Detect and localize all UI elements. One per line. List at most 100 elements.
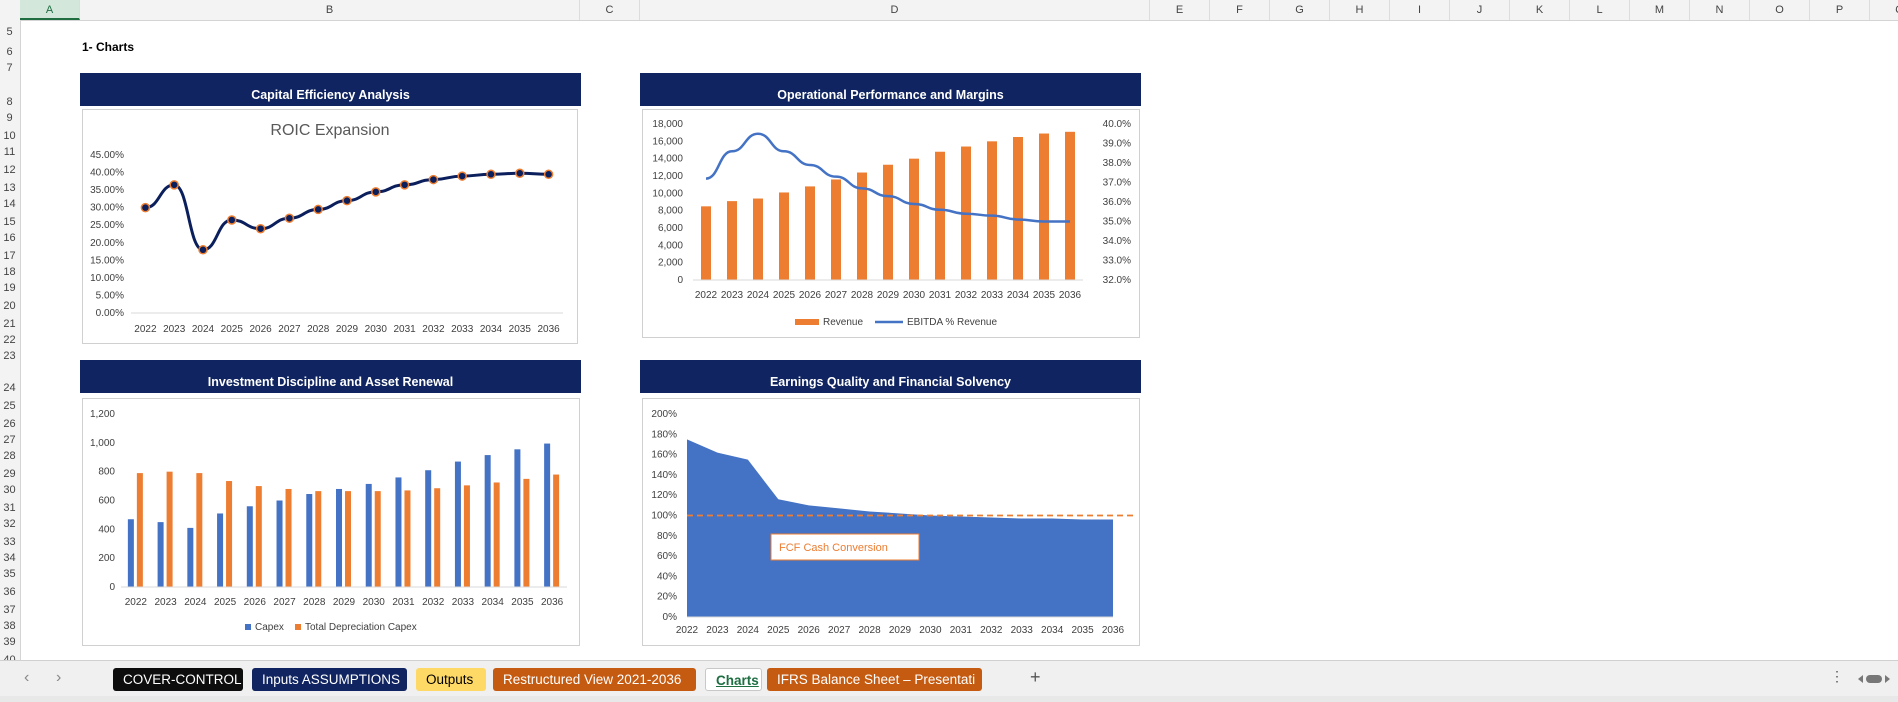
fcf-conversion-chart[interactable]: 200% 180% 160% 140% 120% 100% 80% 60% 40% 20% 0% 20… bbox=[642, 398, 1140, 646]
row-header-32[interactable]: 32 bbox=[3, 518, 16, 530]
capex-depreciation-chart[interactable]: 1,200 1,000 800 600 400 200 0 2022 2023 2024 2025 2… bbox=[82, 398, 580, 646]
column-header-i[interactable]: I bbox=[1390, 0, 1450, 20]
row-header-31[interactable]: 31 bbox=[3, 502, 16, 514]
sheet-tab-bar: ‹ › + ⋮ COVER-CONTROL Inputs ASSUMPTIONS O… bbox=[0, 660, 1898, 697]
row-header-5[interactable]: 5 bbox=[6, 26, 13, 38]
row-header-26[interactable]: 26 bbox=[3, 418, 16, 430]
row-header-33[interactable]: 33 bbox=[3, 536, 16, 548]
sheet-tab-restructured-view-2021-2036[interactable]: Restructured View 2021-2036 bbox=[493, 668, 696, 691]
row-header-18[interactable]: 18 bbox=[3, 266, 16, 278]
y-tick-label: 15.00% bbox=[90, 255, 124, 266]
row-header-28[interactable]: 28 bbox=[3, 450, 16, 462]
roic-point bbox=[198, 245, 208, 255]
prev-sheet-icon[interactable]: ‹ bbox=[24, 669, 30, 686]
x-tick-label: 2035 bbox=[1071, 625, 1094, 636]
sheet-tab-charts[interactable]: Charts bbox=[705, 668, 762, 691]
x-tick-label: 2029 bbox=[877, 290, 900, 301]
row-header-19[interactable]: 19 bbox=[3, 282, 16, 294]
y-left-tick-label: 10,000 bbox=[652, 188, 683, 199]
revenue-bar bbox=[779, 192, 789, 280]
x-tick-label: 2022 bbox=[134, 324, 157, 335]
row-header-39[interactable]: 39 bbox=[3, 636, 16, 648]
roic-chart[interactable]: ROIC Expansion 45.00% 40.00% 35.00% 30.00% 25… bbox=[82, 109, 578, 344]
row-header-12[interactable]: 12 bbox=[3, 164, 16, 176]
row-header-14[interactable]: 14 bbox=[3, 198, 16, 210]
roic-point bbox=[428, 174, 439, 185]
column-header-p[interactable]: P bbox=[1810, 0, 1870, 20]
row-header-35[interactable]: 35 bbox=[3, 568, 16, 580]
x-tick-label: 2033 bbox=[981, 290, 1004, 301]
y-tick-label: 180% bbox=[651, 429, 677, 440]
row-header-29[interactable]: 29 bbox=[3, 468, 16, 480]
revenue-ebitda-chart[interactable]: 18,000 16,000 14,000 12,000 10,000 8,000 6,000… bbox=[642, 109, 1140, 338]
row-header-17[interactable]: 17 bbox=[3, 250, 16, 262]
row-header-27[interactable]: 27 bbox=[3, 434, 16, 446]
roic-point bbox=[169, 180, 179, 190]
row-header-30[interactable]: 30 bbox=[3, 484, 16, 496]
legend-revenue-swatch bbox=[795, 319, 819, 325]
row-header-6[interactable]: 6 bbox=[6, 46, 13, 58]
row-header-23[interactable]: 23 bbox=[3, 350, 16, 362]
y-tick-label: 60% bbox=[657, 551, 677, 562]
revenue-bar bbox=[701, 206, 711, 280]
row-header-38[interactable]: 38 bbox=[3, 620, 16, 632]
capex-bar bbox=[425, 470, 432, 587]
column-header-b[interactable]: B bbox=[80, 0, 580, 20]
column-header-f[interactable]: F bbox=[1210, 0, 1270, 20]
column-header-l[interactable]: L bbox=[1570, 0, 1630, 20]
column-header-d[interactable]: D bbox=[640, 0, 1150, 20]
scroll-thumb bbox=[1866, 675, 1882, 683]
row-header-21[interactable]: 21 bbox=[3, 318, 16, 330]
y-left-tick-label: 2,000 bbox=[658, 258, 683, 269]
row-header-11[interactable]: 11 bbox=[3, 146, 16, 158]
x-tick-label: 2029 bbox=[336, 324, 359, 335]
column-header-j[interactable]: J bbox=[1450, 0, 1510, 20]
row-header-13[interactable]: 13 bbox=[3, 182, 16, 194]
y-tick-label: 20.00% bbox=[90, 238, 124, 249]
x-tick-label: 2026 bbox=[249, 324, 272, 335]
add-sheet-icon[interactable]: + bbox=[1030, 667, 1041, 687]
row-header-15[interactable]: 15 bbox=[3, 216, 16, 228]
row-header-25[interactable]: 25 bbox=[3, 400, 16, 412]
y-right-tick-label: 40.0% bbox=[1103, 119, 1131, 130]
row-header-20[interactable]: 20 bbox=[3, 300, 16, 312]
panel-header-capital-efficiency: Capital Efficiency Analysis bbox=[80, 73, 581, 106]
row-header-37[interactable]: 37 bbox=[3, 604, 16, 616]
more-options-icon[interactable]: ⋮ bbox=[1830, 668, 1844, 684]
sheet-tab-ifrs-balance-sheet-presentati[interactable]: IFRS Balance Sheet – Presentati bbox=[767, 668, 982, 691]
x-tick-label: 2023 bbox=[706, 625, 729, 636]
y-tick-label: 25.00% bbox=[90, 220, 124, 231]
column-header-c[interactable]: C bbox=[580, 0, 640, 20]
row-header-34[interactable]: 34 bbox=[3, 552, 16, 564]
sheet-tab-inputs-assumptions[interactable]: Inputs ASSUMPTIONS bbox=[252, 668, 407, 691]
column-header-h[interactable]: H bbox=[1330, 0, 1390, 20]
row-header-22[interactable]: 22 bbox=[3, 334, 16, 346]
row-header-10[interactable]: 10 bbox=[3, 130, 16, 142]
revenue-bar bbox=[831, 179, 841, 280]
row-header-9[interactable]: 9 bbox=[6, 112, 13, 124]
x-tick-label: 2030 bbox=[903, 290, 926, 301]
y-tick-label: 1,000 bbox=[90, 438, 115, 449]
column-header-q[interactable]: Q bbox=[1870, 0, 1898, 20]
column-header-k[interactable]: K bbox=[1510, 0, 1570, 20]
column-header-o[interactable]: O bbox=[1750, 0, 1810, 20]
sheet-tab-cover-control[interactable]: COVER-CONTROL bbox=[113, 668, 243, 691]
row-header-8[interactable]: 8 bbox=[6, 96, 13, 108]
row-header-7[interactable]: 7 bbox=[6, 62, 13, 74]
y-tick-label: 0 bbox=[109, 582, 115, 593]
horizontal-scrollbar[interactable] bbox=[1852, 672, 1894, 686]
column-header-e[interactable]: E bbox=[1150, 0, 1210, 20]
sheet-tab-outputs[interactable]: Outputs bbox=[416, 668, 486, 691]
row-header-36[interactable]: 36 bbox=[3, 586, 16, 598]
column-header-g[interactable]: G bbox=[1270, 0, 1330, 20]
y-left-tick-label: 8,000 bbox=[658, 206, 683, 217]
x-tick-label: 2030 bbox=[363, 597, 386, 608]
column-header-n[interactable]: N bbox=[1690, 0, 1750, 20]
row-header-16[interactable]: 16 bbox=[3, 232, 16, 244]
x-tick-label: 2028 bbox=[858, 625, 881, 636]
row-header-24[interactable]: 24 bbox=[3, 382, 16, 394]
next-sheet-icon[interactable]: › bbox=[56, 669, 62, 686]
column-header-a[interactable]: A bbox=[20, 0, 80, 20]
x-tick-label: 2023 bbox=[721, 290, 744, 301]
column-header-m[interactable]: M bbox=[1630, 0, 1690, 20]
